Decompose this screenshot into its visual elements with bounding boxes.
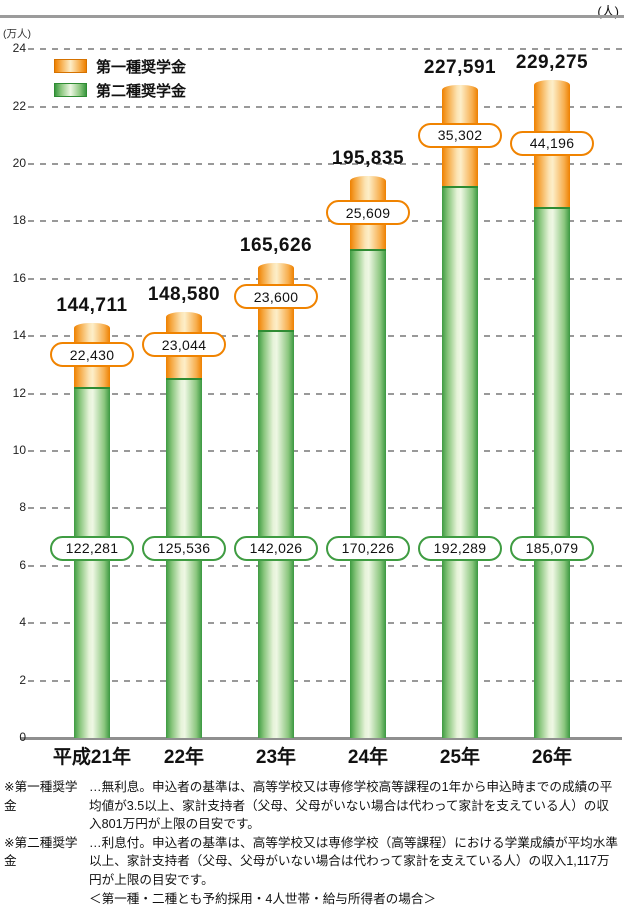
top-divider xyxy=(0,15,624,18)
type1-value-pill: 44,196 xyxy=(510,130,594,156)
y-tick-label-10: 10 xyxy=(12,443,26,457)
footnote-type1-text: …無利息。申込者の基準は、高等学校又は専修学校高等課程の1年から申込時までの成績… xyxy=(89,780,613,832)
y-axis-unit-label: (万人) xyxy=(3,28,31,40)
type2-swatch-icon xyxy=(54,83,87,97)
legend-item-type1: 第一種奨学金 xyxy=(54,56,186,76)
gridline-2 xyxy=(28,679,622,682)
type2-value-pill: 122,281 xyxy=(50,535,134,561)
x-axis-label-0: 平成21年 xyxy=(52,747,132,768)
y-tick-label-0: 0 xyxy=(19,730,26,744)
x-axis-label-5: 26年 xyxy=(531,747,573,768)
type2-value-pill: 170,226 xyxy=(326,535,410,561)
gridline-4 xyxy=(28,622,622,625)
x-axis-label-2: 23年 xyxy=(255,747,297,768)
y-tick-label-24: 24 xyxy=(12,41,26,56)
bar-type2-segment xyxy=(258,330,294,738)
x-axis-label-3: 24年 xyxy=(347,747,389,768)
footnote-type2-condition: ＜第一種・二種とも予約採用・4人世帯・給与所得者の場合＞ xyxy=(89,891,437,905)
x-axis-line xyxy=(20,737,622,740)
legend: 第一種奨学金 第二種奨学金 xyxy=(54,56,186,104)
y-tick-label-2: 2 xyxy=(19,672,26,687)
gridline-24 xyxy=(28,48,622,51)
y-tick-label-4: 4 xyxy=(19,615,26,630)
type2-value-pill: 192,289 xyxy=(418,535,502,561)
footnote-type1: ※第一種奨学金 …無利息。申込者の基準は、高等学校又は専修学校高等課程の1年から… xyxy=(4,778,621,834)
footnote-type2: ※第二種奨学金 …利息付。申込者の基準は、高等学校又は専修学校（高等課程）におけ… xyxy=(4,834,621,905)
bar-type2-segment xyxy=(534,206,570,738)
y-tick-label-12: 12 xyxy=(12,385,26,400)
y-tick-label-20: 20 xyxy=(12,156,26,170)
bar-total-label: 144,711 xyxy=(56,294,128,316)
footnotes: ※第一種奨学金 …無利息。申込者の基準は、高等学校又は専修学校高等課程の1年から… xyxy=(4,778,621,905)
gridline-14 xyxy=(28,335,622,338)
type2-value-pill: 185,079 xyxy=(510,535,594,561)
gridline-20 xyxy=(28,163,622,165)
gridline-6 xyxy=(28,564,622,567)
type1-value-pill: 22,430 xyxy=(50,342,134,368)
gridline-22 xyxy=(28,105,622,108)
bar-total-label: 165,626 xyxy=(239,234,313,256)
gridline-16 xyxy=(28,277,622,280)
bar-total-label: 148,580 xyxy=(147,283,221,305)
type2-value-pill: 142,026 xyxy=(234,535,318,561)
bar-type2-segment xyxy=(442,186,478,738)
gridline-10 xyxy=(28,450,622,452)
type1-value-pill: 23,600 xyxy=(234,284,318,310)
legend-label-type2: 第二種奨学金 xyxy=(96,82,187,100)
type2-value-pill: 125,536 xyxy=(142,535,226,561)
y-tick-label-6: 6 xyxy=(19,557,26,572)
bar-total-label: 195,835 xyxy=(331,147,405,169)
gridline-8 xyxy=(28,507,622,510)
y-tick-label-18: 18 xyxy=(12,213,26,228)
type1-value-pill: 25,609 xyxy=(326,200,410,226)
type1-swatch-icon xyxy=(54,59,87,73)
y-tick-label-16: 16 xyxy=(12,270,26,285)
type1-value-pill: 35,302 xyxy=(418,122,502,148)
footnote-type2-label: ※第二種奨学金 xyxy=(4,835,78,869)
footnote-type2-main: …利息付。申込者の基準は、高等学校又は専修学校（高等課程）における学業成績が平均… xyxy=(89,835,618,887)
footnote-type2-text: …利息付。申込者の基準は、高等学校又は専修学校（高等課程）における学業成績が平均… xyxy=(89,834,621,905)
x-axis-label-4: 25年 xyxy=(439,747,481,768)
bar-total-label: 227,591 xyxy=(423,56,497,78)
footnote-type1-label: ※第一種奨学金 xyxy=(4,780,78,813)
y-tick-label-22: 22 xyxy=(12,98,26,113)
legend-item-type2: 第二種奨学金 xyxy=(54,80,186,100)
bar-total-label: 229,275 xyxy=(515,51,589,73)
y-tick-label-8: 8 xyxy=(19,500,26,515)
gridline-12 xyxy=(28,392,622,395)
x-axis-label-1: 22年 xyxy=(163,747,205,768)
bar-type2-segment xyxy=(350,249,386,738)
gridline-18 xyxy=(28,220,622,223)
legend-label-type1: 第一種奨学金 xyxy=(96,58,187,76)
bar-type2-segment xyxy=(74,387,110,738)
type1-value-pill: 23,044 xyxy=(142,332,226,358)
y-tick-label-14: 14 xyxy=(12,328,26,343)
